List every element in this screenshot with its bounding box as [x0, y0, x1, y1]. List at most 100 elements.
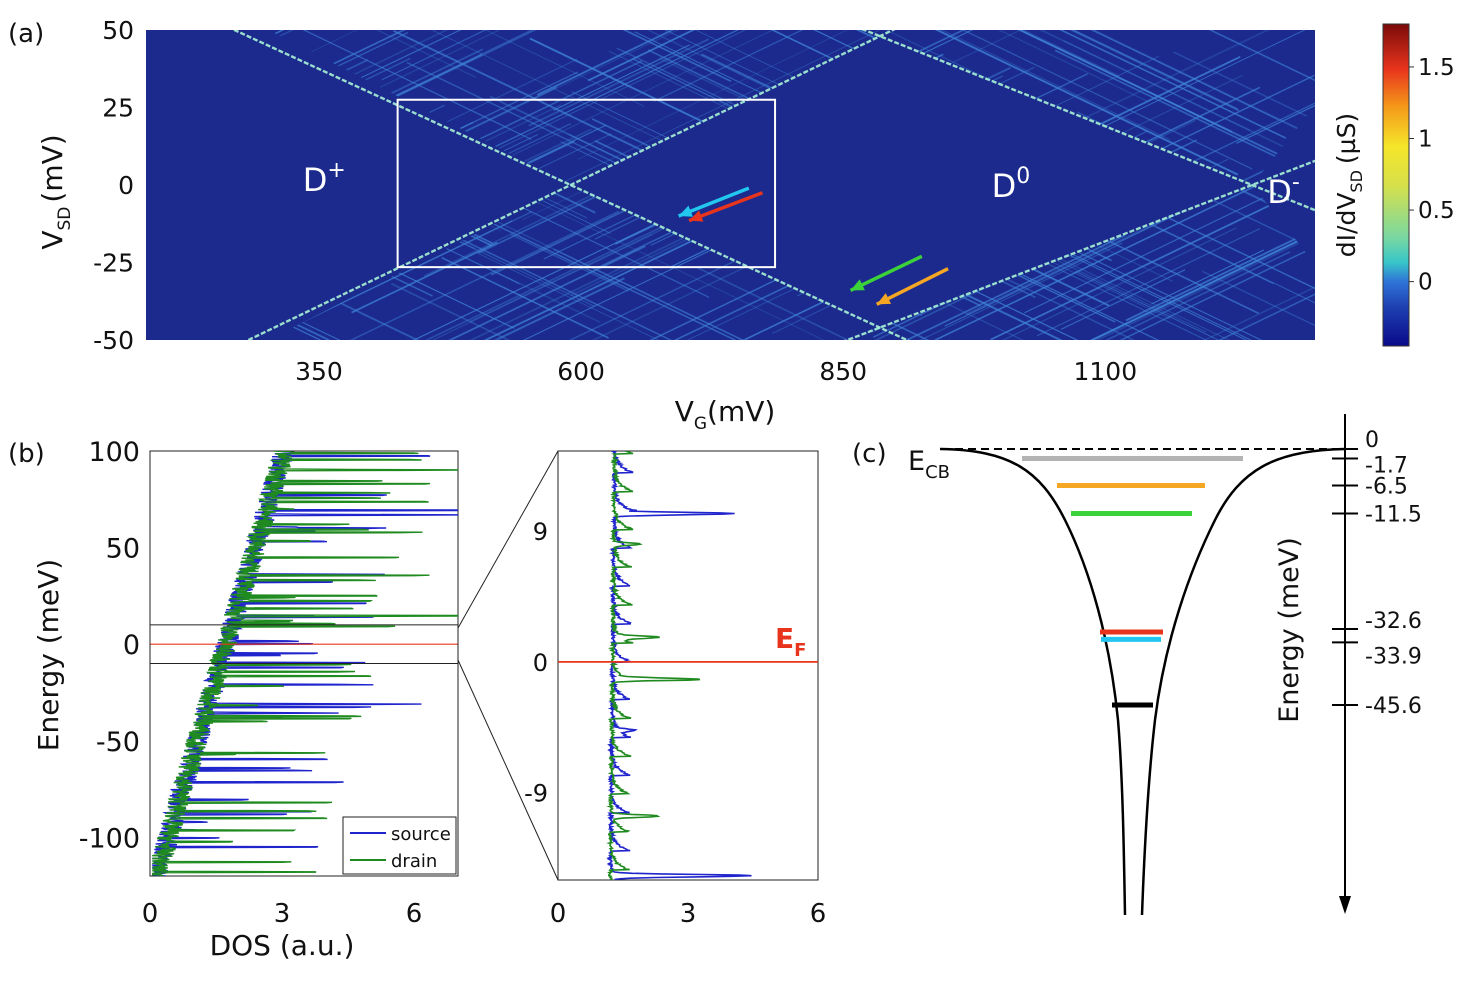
transition-line — [1060, 269, 1186, 330]
colorbar-tick-label: 0 — [1418, 270, 1433, 296]
a-x-tick: 1100 — [1074, 357, 1138, 386]
transition-line — [476, 252, 660, 340]
inset-y-tick: 9 — [533, 518, 548, 546]
b-x-tick: 6 — [406, 899, 423, 929]
a-x-tick: 350 — [295, 357, 343, 386]
transition-line — [553, 248, 744, 340]
transition-line — [1036, 228, 1261, 337]
transition-line — [1063, 40, 1251, 132]
transition-line — [391, 282, 511, 340]
d0-blockade-region — [570, 36, 1253, 328]
cbar-label-main: dI/dV — [1332, 193, 1361, 258]
band-edge-sub: CB — [925, 462, 950, 483]
region-sup: + — [327, 158, 345, 183]
inset-y-tick: 0 — [533, 649, 548, 677]
energy-level-label: -6.5 — [1365, 474, 1408, 499]
inset-x-tick: 6 — [810, 899, 827, 929]
region-main: D — [992, 167, 1017, 205]
transition-line — [1022, 30, 1120, 77]
level-arrows — [677, 186, 949, 306]
transition-line — [1119, 245, 1315, 340]
legend-drain-label: drain — [391, 851, 437, 872]
region-label: D+ — [303, 158, 346, 199]
transition-line — [587, 30, 696, 82]
transition-line — [904, 234, 1126, 340]
b-inset-x-tick-labels: 0 3 6 — [550, 899, 827, 929]
cbar-label-unit: (µS) — [1332, 113, 1361, 164]
transition-line — [697, 267, 850, 340]
b-zoom-band — [149, 624, 459, 665]
zoom-box — [396, 98, 777, 269]
transition-line — [961, 30, 1253, 170]
inset-x-tick: 0 — [550, 899, 567, 929]
diamond-edge — [861, 30, 1315, 212]
diamond-edge — [231, 30, 910, 340]
potential-well — [939, 447, 1346, 916]
b-x-tick: 0 — [142, 899, 159, 929]
transition-line — [653, 30, 804, 102]
b-y-axis-label: Energy (meV) — [32, 559, 65, 751]
fermi-label-sub: F — [794, 640, 806, 661]
energy-axis-arrowhead — [1339, 896, 1351, 914]
b-inset-y-tick-labels: -9 0 9 — [524, 518, 548, 808]
transition-line — [1151, 249, 1265, 305]
transition-line — [528, 38, 710, 127]
transition-line — [412, 219, 664, 340]
red-arrow-head — [689, 210, 704, 222]
region-label: D- — [1267, 170, 1300, 211]
inset-y-tick: -9 — [524, 780, 548, 808]
transition-line — [1173, 51, 1315, 121]
a-y-tick: 25 — [102, 94, 134, 123]
a-y-tick: -25 — [93, 249, 134, 278]
transition-line — [1090, 30, 1308, 134]
transition-line — [537, 30, 881, 196]
energy-level-label: -45.6 — [1365, 694, 1422, 719]
c-energy-axis-label: Energy (meV) — [1274, 537, 1305, 723]
colorbar-tick-label: 1.5 — [1418, 55, 1455, 81]
transition-line — [1059, 30, 1287, 139]
transition-line — [485, 212, 751, 340]
fermi-label-main: E — [775, 622, 794, 655]
transition-line — [349, 210, 620, 340]
a-x-tick: 850 — [819, 357, 867, 386]
transition-line — [1209, 30, 1315, 81]
region-main: D — [303, 161, 328, 199]
a-y-tick: -50 — [93, 326, 134, 355]
zoom-connector-top — [457, 450, 559, 629]
transition-line — [1072, 30, 1238, 110]
energy-level-label: 0 — [1365, 428, 1379, 453]
b-y-tick: -100 — [79, 823, 140, 854]
transition-line — [484, 30, 645, 107]
transition-line — [1236, 104, 1315, 144]
transition-line — [934, 30, 1239, 176]
colorbar — [1382, 23, 1410, 347]
a-ylabel-sub: SD — [55, 207, 75, 231]
transition-line — [577, 30, 849, 160]
transition-line — [371, 30, 537, 110]
transition-line — [493, 277, 625, 340]
transition-line — [448, 245, 646, 340]
transition-line — [431, 234, 653, 340]
diamond-edge — [844, 159, 1315, 340]
transition-line — [622, 30, 732, 83]
transition-line — [375, 30, 477, 79]
a-y-tick-labels: -50 -25 0 25 50 — [93, 16, 134, 355]
region-sup: - — [1292, 170, 1300, 195]
transition-line — [348, 30, 449, 78]
energy-levels — [955, 448, 1345, 708]
red-arrow-shaft — [688, 191, 764, 223]
green-arrow-head — [850, 279, 865, 291]
energy-axis-ticks: 0-1.7-6.5 -11.5 -32.6 -33.9 -45.6 — [1332, 428, 1422, 719]
b-y-tick: 50 — [106, 534, 140, 565]
transition-line — [441, 256, 609, 339]
region-label: D0 — [992, 164, 1031, 205]
panel-a-heatmap: D+ D0 D- — [146, 30, 1315, 340]
transition-line — [1090, 30, 1279, 121]
a-y-tick: 50 — [102, 16, 134, 45]
b-x-tick-labels: 0 3 6 — [142, 899, 423, 929]
b-y-tick-labels: -100 -50 0 50 100 — [79, 437, 140, 854]
region-sup: 0 — [1016, 164, 1030, 189]
band-edge-main: E — [908, 446, 925, 477]
inset-x-tick: 3 — [680, 899, 697, 929]
